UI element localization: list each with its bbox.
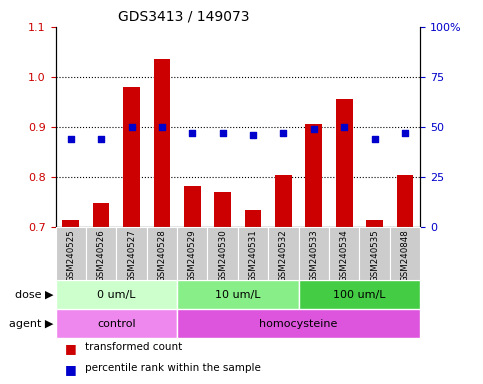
Text: GSM240529: GSM240529 — [188, 229, 197, 282]
Bar — [268, 227, 298, 280]
Bar — [177, 227, 208, 280]
Bar — [298, 280, 420, 309]
Bar — [214, 192, 231, 227]
Text: control: control — [97, 318, 136, 329]
Text: GSM240535: GSM240535 — [370, 229, 379, 282]
Bar — [116, 227, 147, 280]
Bar — [397, 175, 413, 227]
Bar — [177, 280, 298, 309]
Text: GSM240527: GSM240527 — [127, 229, 136, 282]
Bar — [154, 60, 170, 227]
Text: 10 um/L: 10 um/L — [215, 290, 261, 300]
Bar — [184, 185, 200, 227]
Text: 0 um/L: 0 um/L — [97, 290, 136, 300]
Text: ■: ■ — [65, 342, 77, 355]
Text: 100 um/L: 100 um/L — [333, 290, 386, 300]
Text: GSM240526: GSM240526 — [97, 229, 106, 282]
Text: GSM240532: GSM240532 — [279, 229, 288, 282]
Text: agent ▶: agent ▶ — [9, 318, 53, 329]
Bar — [366, 220, 383, 227]
Point — [371, 136, 379, 142]
Bar — [305, 124, 322, 227]
Text: homocysteine: homocysteine — [259, 318, 338, 329]
Text: GSM240525: GSM240525 — [66, 229, 75, 282]
Text: dose ▶: dose ▶ — [14, 290, 53, 300]
Text: transformed count: transformed count — [85, 342, 182, 352]
Point — [280, 130, 287, 136]
Bar — [86, 227, 116, 280]
Point — [158, 124, 166, 130]
Bar — [238, 227, 268, 280]
Point — [128, 124, 135, 130]
Bar — [56, 280, 177, 309]
Bar — [298, 227, 329, 280]
Text: GSM240531: GSM240531 — [249, 229, 257, 282]
Bar — [62, 220, 79, 227]
Point — [401, 130, 409, 136]
Text: GSM240848: GSM240848 — [400, 229, 410, 282]
Point — [67, 136, 74, 142]
Point — [97, 136, 105, 142]
Bar — [123, 87, 140, 227]
Bar — [245, 210, 261, 227]
Bar — [390, 227, 420, 280]
Bar — [275, 175, 292, 227]
Bar — [359, 227, 390, 280]
Text: GSM240530: GSM240530 — [218, 229, 227, 282]
Bar — [336, 99, 353, 227]
Point — [188, 130, 196, 136]
Bar — [329, 227, 359, 280]
Text: GDS3413 / 149073: GDS3413 / 149073 — [118, 9, 249, 23]
Bar — [56, 227, 86, 280]
Point — [249, 132, 257, 138]
Bar — [56, 309, 177, 338]
Bar — [93, 203, 110, 227]
Point — [341, 124, 348, 130]
Text: ■: ■ — [65, 363, 77, 376]
Point — [310, 126, 318, 132]
Bar — [147, 227, 177, 280]
Text: GSM240534: GSM240534 — [340, 229, 349, 282]
Point — [219, 130, 227, 136]
Bar — [208, 227, 238, 280]
Text: GSM240533: GSM240533 — [309, 229, 318, 282]
Text: percentile rank within the sample: percentile rank within the sample — [85, 363, 260, 373]
Text: GSM240528: GSM240528 — [157, 229, 167, 282]
Bar — [177, 309, 420, 338]
